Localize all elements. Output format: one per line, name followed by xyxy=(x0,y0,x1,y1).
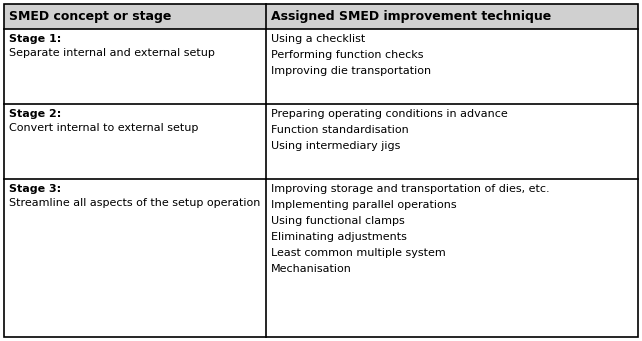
Text: Using a checklist: Using a checklist xyxy=(271,34,365,44)
Text: Improving die transportation: Improving die transportation xyxy=(271,66,431,76)
Text: Improving storage and transportation of dies, etc.: Improving storage and transportation of … xyxy=(271,184,550,194)
Bar xyxy=(4,4,638,29)
Text: SMED concept or stage: SMED concept or stage xyxy=(9,10,171,23)
Text: Assigned SMED improvement technique: Assigned SMED improvement technique xyxy=(271,10,551,23)
Text: Eliminating adjustments: Eliminating adjustments xyxy=(271,232,407,242)
Text: Separate internal and external setup: Separate internal and external setup xyxy=(9,48,215,58)
Text: Streamline all aspects of the setup operation: Streamline all aspects of the setup oper… xyxy=(9,198,261,208)
Text: Implementing parallel operations: Implementing parallel operations xyxy=(271,200,456,210)
Text: Performing function checks: Performing function checks xyxy=(271,50,423,60)
Text: Function standardisation: Function standardisation xyxy=(271,125,408,135)
Text: Convert internal to external setup: Convert internal to external setup xyxy=(9,123,198,133)
Text: Stage 3:: Stage 3: xyxy=(9,184,61,194)
Text: Least common multiple system: Least common multiple system xyxy=(271,248,446,258)
Text: Using functional clamps: Using functional clamps xyxy=(271,216,404,226)
Text: Using intermediary jigs: Using intermediary jigs xyxy=(271,141,400,151)
Text: Preparing operating conditions in advance: Preparing operating conditions in advanc… xyxy=(271,109,508,119)
Text: Stage 2:: Stage 2: xyxy=(9,109,61,119)
Text: Mechanisation: Mechanisation xyxy=(271,264,352,274)
Text: Stage 1:: Stage 1: xyxy=(9,34,61,44)
